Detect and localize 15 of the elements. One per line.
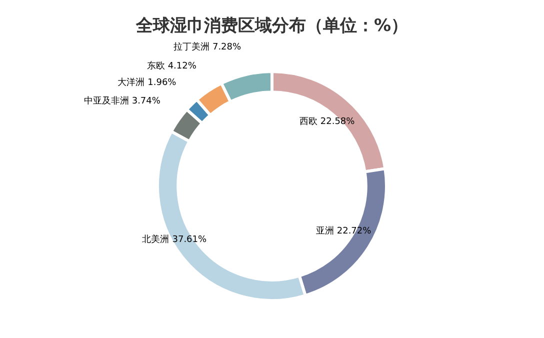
slice-label: 拉丁美洲 [173, 41, 210, 52]
slice-label: 中亚及非洲 [84, 96, 129, 107]
slice-label: 大洋洲 [118, 77, 145, 88]
data-label: 3.74% [132, 96, 161, 107]
data-label: 22.58% [320, 117, 356, 128]
data-label: 1.96% [148, 78, 177, 88]
chart-title: 全球湿巾消费区域分布（单位：%） [134, 15, 410, 37]
slice-label: 亚洲 [316, 225, 334, 236]
slice-label: 北美洲 [142, 234, 170, 245]
data-label: 4.12% [168, 62, 197, 72]
data-label: 22.72% [336, 226, 372, 236]
data-label: 7.28% [212, 42, 242, 52]
slice-label: 东欧 [146, 60, 165, 72]
data-label: 37.61% [172, 234, 208, 245]
slice-label: 西欧 [299, 116, 318, 128]
